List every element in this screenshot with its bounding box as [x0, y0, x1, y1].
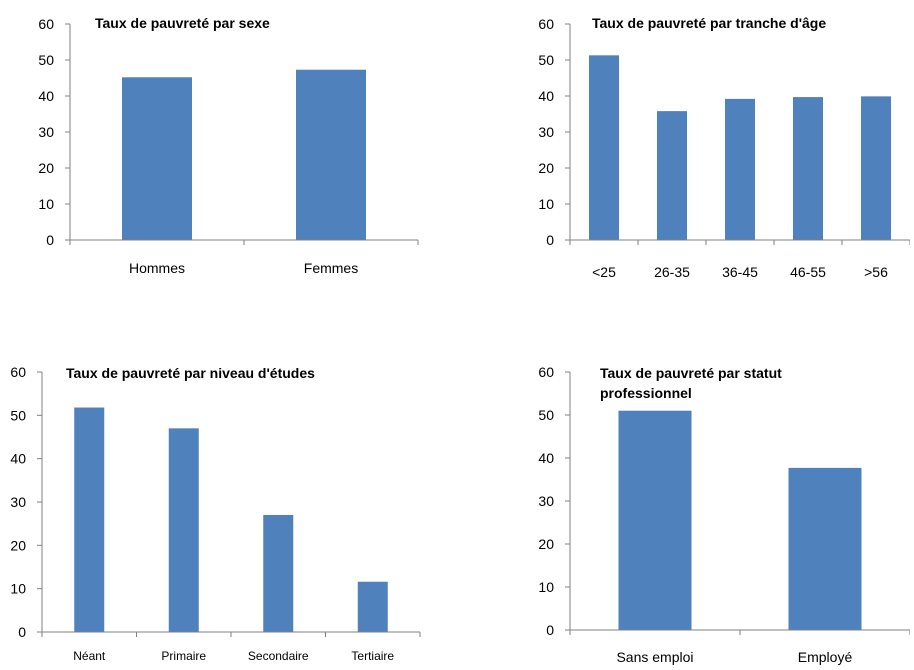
y-tick-label: 40: [538, 450, 554, 466]
y-tick-label: 0: [18, 624, 26, 640]
chart-sexe: Taux de pauvreté par sexe 0 10 20 30 40 50 60 Ho…: [0, 0, 440, 295]
y-tick-label: 20: [538, 536, 554, 552]
y-tick-label: 0: [546, 622, 554, 638]
y-tick-label: 10: [538, 579, 554, 595]
bar: [725, 98, 755, 240]
x-category-label: >56: [864, 264, 888, 280]
bar: [793, 97, 823, 240]
bar: [657, 111, 687, 241]
bar: [122, 77, 192, 240]
x-category-label: Tertiaire: [351, 649, 394, 663]
bar: [168, 428, 199, 632]
x-category-label: 36-45: [722, 264, 758, 280]
y-tick-label: 20: [538, 160, 554, 176]
y-tick-label: 20: [10, 537, 26, 553]
chart-age: Taux de pauvreté par tranche d'âge 0 10 20 3…: [470, 0, 911, 295]
y-tick-label: 60: [538, 16, 554, 32]
y-tick-label: 30: [538, 124, 554, 140]
bar: [357, 581, 388, 632]
y-tick-label: 40: [38, 88, 54, 104]
y-tick-label: 30: [10, 494, 26, 510]
y-tick-label: 10: [538, 196, 554, 212]
bar: [788, 467, 862, 630]
y-tick-label: 30: [538, 493, 554, 509]
x-category-label: 46-55: [790, 264, 826, 280]
x-category-label: 26-35: [654, 264, 690, 280]
y-tick-label: 0: [46, 232, 54, 248]
x-category-label: <25: [592, 264, 616, 280]
y-tick-label: 10: [10, 581, 26, 597]
y-tick-label: 50: [538, 407, 554, 423]
chart-sexe-svg: Taux de pauvreté par sexe 0 10 20 30 40 50 60 Ho…: [38, 15, 419, 276]
x-category-label: Hommes: [129, 260, 185, 276]
x-category-label: Primaire: [161, 649, 206, 663]
y-tick-label: 60: [38, 16, 54, 32]
y-tick-label: 50: [10, 407, 26, 423]
x-category-label: Néant: [73, 649, 106, 663]
y-tick-label: 0: [546, 232, 554, 248]
y-tick-label: 50: [538, 52, 554, 68]
y-tick-label: 20: [38, 160, 54, 176]
x-category-label: Secondaire: [248, 649, 309, 663]
bar: [263, 515, 294, 632]
chart-title-line: Taux de pauvreté par statut: [600, 365, 782, 381]
chart-title-line: Taux de pauvreté par tranche d'âge: [592, 15, 826, 31]
bar: [861, 96, 891, 240]
bar: [618, 410, 692, 630]
y-tick-label: 40: [10, 451, 26, 467]
bar: [74, 407, 105, 632]
y-tick-label: 10: [38, 196, 54, 212]
chart-statut: Taux de pauvreté par statut professionnel…: [470, 355, 911, 670]
y-tick-label: 40: [538, 88, 554, 104]
y-tick-label: 60: [10, 364, 26, 380]
chart-title-line: Taux de pauvreté par sexe: [95, 15, 270, 31]
chart-age-svg: Taux de pauvreté par tranche d'âge 0 10 20 3…: [538, 15, 911, 280]
bar: [296, 69, 366, 240]
y-tick-label: 60: [538, 364, 554, 380]
y-tick-label: 30: [38, 124, 54, 140]
chart-title-line: Taux de pauvreté par niveau d'études: [66, 365, 315, 381]
x-category-label: Femmes: [304, 260, 358, 276]
bar: [589, 55, 619, 240]
chart-etudes: Taux de pauvreté par niveau d'études 0 10 2…: [0, 355, 440, 670]
chart-etudes-svg: Taux de pauvreté par niveau d'études 0 10 2…: [10, 364, 421, 663]
x-category-label: Sans emploi: [616, 649, 693, 665]
y-tick-label: 50: [38, 52, 54, 68]
chart-statut-svg: Taux de pauvreté par statut professionnel…: [538, 364, 911, 665]
chart-title-line: professionnel: [600, 385, 692, 401]
x-category-label: Employé: [798, 649, 853, 665]
